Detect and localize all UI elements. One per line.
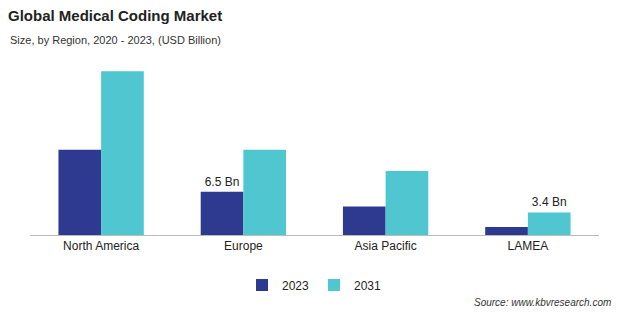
svg-text:6.5 Bn: 6.5 Bn <box>205 175 240 189</box>
svg-text:Source: www.kbvresearch.com: Source: www.kbvresearch.com <box>474 297 611 308</box>
svg-text:2023: 2023 <box>282 279 309 293</box>
svg-text:2031: 2031 <box>354 279 381 293</box>
svg-text:Global Medical Coding Market: Global Medical Coding Market <box>8 7 222 24</box>
svg-text:Asia Pacific: Asia Pacific <box>355 239 417 253</box>
svg-text:LAMEA: LAMEA <box>508 239 549 253</box>
svg-text:North America: North America <box>63 239 139 253</box>
svg-text:Size, by Region, 2020 - 2023,: Size, by Region, 2020 - 2023, (USD Billi… <box>10 34 221 46</box>
svg-text:3.4 Bn: 3.4 Bn <box>532 195 567 209</box>
svg-text:Europe: Europe <box>224 239 263 253</box>
